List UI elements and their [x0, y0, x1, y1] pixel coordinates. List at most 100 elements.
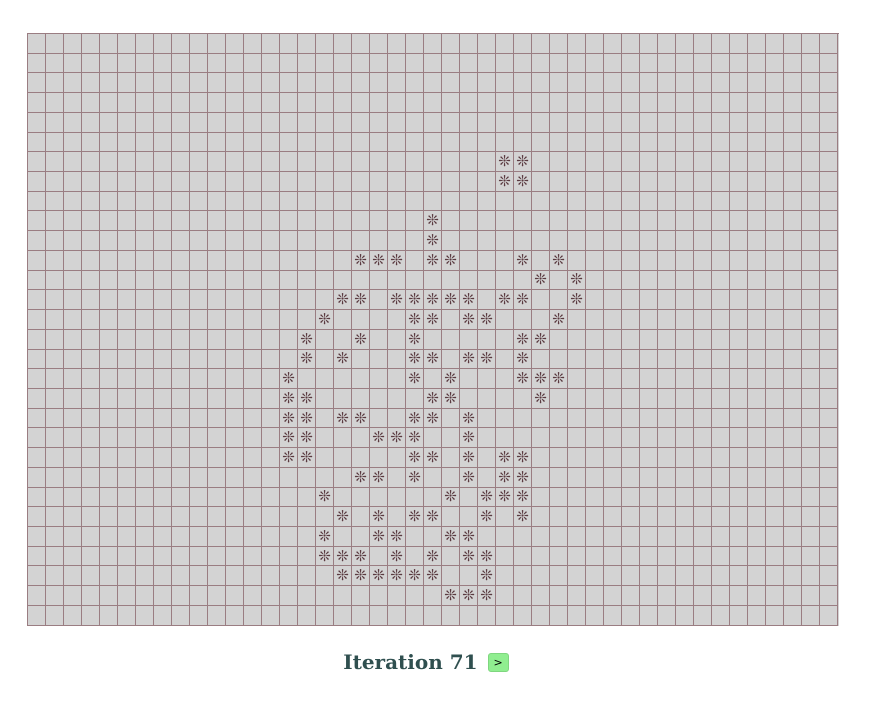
grid-cell[interactable]: [172, 34, 190, 54]
grid-cell[interactable]: [820, 566, 838, 587]
grid-cell[interactable]: [694, 329, 712, 350]
grid-cell[interactable]: [748, 211, 766, 232]
grid-cell[interactable]: [226, 93, 244, 113]
grid-cell[interactable]: [370, 211, 388, 232]
grid-cell[interactable]: [64, 586, 82, 606]
grid-cell-alive[interactable]: ❊: [298, 428, 316, 449]
grid-cell[interactable]: [82, 93, 100, 113]
grid-cell[interactable]: [406, 93, 424, 113]
grid-cell[interactable]: [622, 34, 640, 54]
grid-cell[interactable]: [802, 428, 820, 449]
grid-cell[interactable]: [658, 507, 676, 527]
grid-cell[interactable]: [820, 408, 838, 429]
grid-cell[interactable]: [730, 349, 748, 370]
grid-cell[interactable]: [280, 349, 298, 370]
grid-cell[interactable]: [820, 369, 838, 389]
grid-cell[interactable]: [622, 566, 640, 587]
grid-cell[interactable]: [100, 191, 118, 212]
grid-cell[interactable]: [64, 211, 82, 232]
grid-cell[interactable]: [514, 53, 532, 74]
grid-cell[interactable]: [568, 605, 586, 626]
grid-cell[interactable]: [64, 526, 82, 547]
grid-cell[interactable]: [424, 586, 442, 606]
grid-cell[interactable]: [46, 546, 64, 567]
grid-cell[interactable]: [262, 467, 280, 488]
grid-cell[interactable]: [82, 211, 100, 232]
grid-cell[interactable]: [532, 191, 550, 212]
grid-cell[interactable]: [694, 428, 712, 449]
grid-cell[interactable]: [28, 270, 46, 291]
grid-cell[interactable]: [586, 369, 604, 389]
grid-cell[interactable]: [712, 231, 730, 251]
grid-cell[interactable]: [532, 231, 550, 251]
grid-cell[interactable]: [406, 34, 424, 54]
grid-cell[interactable]: [676, 270, 694, 291]
grid-cell[interactable]: [766, 586, 784, 606]
grid-cell[interactable]: [748, 487, 766, 508]
grid-cell[interactable]: [64, 605, 82, 626]
grid-cell[interactable]: [532, 93, 550, 113]
grid-cell[interactable]: [820, 448, 838, 468]
grid-cell[interactable]: [424, 428, 442, 449]
grid-cell[interactable]: [334, 329, 352, 350]
grid-cell[interactable]: [64, 349, 82, 370]
grid-cell-alive[interactable]: ❊: [316, 310, 334, 330]
grid-cell[interactable]: [154, 250, 172, 271]
grid-cell[interactable]: [244, 467, 262, 488]
grid-cell[interactable]: [604, 487, 622, 508]
grid-cell[interactable]: [748, 566, 766, 587]
grid-cell[interactable]: [190, 349, 208, 370]
grid-cell[interactable]: [46, 132, 64, 153]
grid-cell[interactable]: [64, 270, 82, 291]
grid-cell[interactable]: [172, 467, 190, 488]
grid-cell[interactable]: [748, 526, 766, 547]
grid-cell[interactable]: [658, 250, 676, 271]
grid-cell[interactable]: [64, 546, 82, 567]
grid-cell[interactable]: [136, 428, 154, 449]
grid-cell[interactable]: [118, 132, 136, 153]
grid-cell[interactable]: [136, 250, 154, 271]
grid-cell[interactable]: [694, 467, 712, 488]
grid-cell[interactable]: [118, 152, 136, 173]
grid-cell[interactable]: [100, 369, 118, 389]
grid-cell[interactable]: [802, 546, 820, 567]
grid-cell[interactable]: [820, 329, 838, 350]
grid-cell[interactable]: [298, 53, 316, 74]
grid-cell[interactable]: [154, 546, 172, 567]
grid-cell[interactable]: [658, 93, 676, 113]
grid-cell[interactable]: [496, 388, 514, 409]
grid-cell[interactable]: [64, 290, 82, 311]
grid-cell[interactable]: [64, 329, 82, 350]
grid-cell[interactable]: [640, 152, 658, 173]
grid-cell[interactable]: [118, 605, 136, 626]
grid-cell[interactable]: [478, 467, 496, 488]
grid-cell-alive[interactable]: ❊: [334, 507, 352, 527]
grid-cell[interactable]: [280, 73, 298, 94]
grid-cell[interactable]: [370, 191, 388, 212]
grid-cell[interactable]: [496, 132, 514, 153]
grid-cell[interactable]: [694, 132, 712, 153]
grid-cell[interactable]: [676, 329, 694, 350]
grid-cell[interactable]: [478, 152, 496, 173]
grid-cell[interactable]: [316, 152, 334, 173]
grid-cell[interactable]: [586, 211, 604, 232]
grid-cell[interactable]: [694, 448, 712, 468]
grid-cell[interactable]: [802, 448, 820, 468]
grid-cell[interactable]: [82, 605, 100, 626]
grid-cell[interactable]: [658, 231, 676, 251]
grid-cell[interactable]: [586, 290, 604, 311]
grid-cell[interactable]: [640, 172, 658, 192]
grid-cell[interactable]: [748, 132, 766, 153]
grid-cell[interactable]: [478, 34, 496, 54]
grid-cell[interactable]: [46, 586, 64, 606]
grid-cell[interactable]: [496, 349, 514, 370]
grid-cell-alive[interactable]: ❊: [298, 349, 316, 370]
grid-cell[interactable]: [640, 329, 658, 350]
grid-cell[interactable]: [658, 172, 676, 192]
grid-cell[interactable]: [784, 467, 802, 488]
grid-cell[interactable]: [64, 487, 82, 508]
grid-cell[interactable]: [46, 349, 64, 370]
grid-cell[interactable]: [766, 448, 784, 468]
grid-cell[interactable]: [460, 172, 478, 192]
grid-cell[interactable]: [586, 270, 604, 291]
